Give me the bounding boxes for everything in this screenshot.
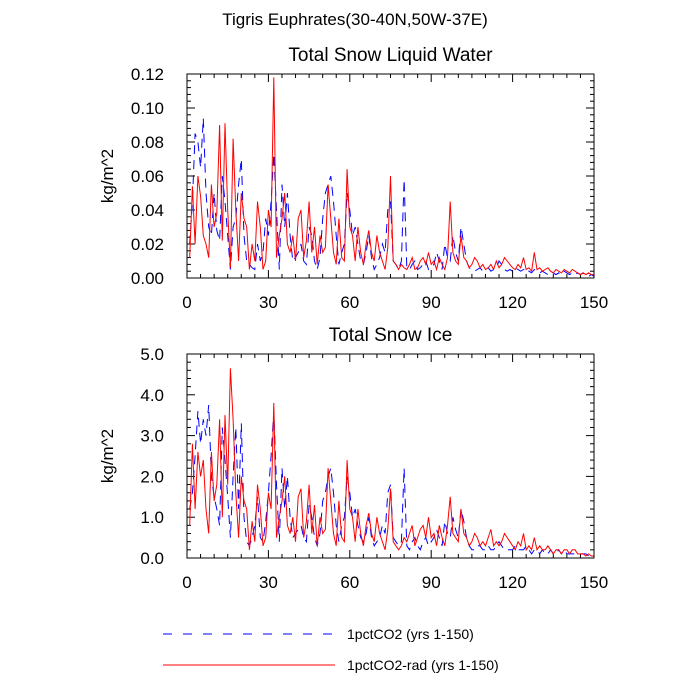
y-tick-label: 0.06: [131, 167, 164, 186]
y-tick-label: 4.0: [140, 386, 164, 405]
figure-title: Tigris Euphrates(30-40N,50W-37E): [222, 10, 488, 29]
legend: 1pctCO2 (yrs 1-150) 1pctCO2-rad (yrs 1-15…: [163, 626, 499, 673]
panel-title: Total Snow Ice: [329, 325, 453, 346]
plot-frame: [186, 73, 595, 279]
plot-frame: [186, 353, 595, 559]
legend-label-1pctco2: 1pctCO2 (yrs 1-150): [347, 626, 474, 642]
series-line-1pctco2: [189, 404, 595, 557]
legend-label-1pctco2-rad: 1pctCO2-rad (yrs 1-150): [347, 657, 499, 673]
y-tick-label: 0.04: [131, 201, 164, 220]
x-tick-label: 0: [182, 573, 191, 592]
y-tick-label: 0.00: [131, 269, 164, 288]
series-line-1pctco2: [189, 118, 595, 277]
y-axis-label: kg/m^2: [98, 429, 117, 483]
y-tick-label: 0.12: [131, 65, 164, 84]
panel-snow-liquid-water: Total Snow Liquid Water kg/m^2 0 30 60 90 120 1…: [98, 45, 608, 312]
x-tick-label: 0: [182, 293, 191, 312]
y-tick-label: 0.0: [140, 549, 164, 568]
panel-title: Total Snow Liquid Water: [288, 45, 493, 66]
x-tick-label: 30: [259, 293, 278, 312]
x-tick-label: 150: [580, 573, 608, 592]
x-tick-label: 90: [422, 293, 441, 312]
x-tick-label: 90: [422, 573, 441, 592]
x-tick-label: 150: [580, 293, 608, 312]
x-tick-label: 60: [340, 293, 359, 312]
y-tick-label: 0.10: [131, 99, 164, 118]
panel-snow-ice: Total Snow Ice kg/m^2 0 30 60 90 120 150 0.0 1.0 2…: [98, 325, 608, 592]
y-tick-label: 0.08: [131, 133, 164, 152]
y-axis-label: kg/m^2: [98, 149, 117, 203]
y-tick-label: 2.0: [140, 467, 164, 486]
y-tick-label: 3.0: [140, 427, 164, 446]
series-line-1pctco2-rad: [189, 77, 594, 276]
x-tick-label: 120: [498, 293, 526, 312]
y-tick-label: 5.0: [140, 345, 164, 364]
y-tick-label: 1.0: [140, 508, 164, 527]
x-tick-label: 30: [259, 573, 278, 592]
series-line-1pctco2-rad: [189, 368, 594, 557]
x-tick-label: 60: [340, 573, 359, 592]
y-tick-label: 0.02: [131, 235, 164, 254]
x-tick-label: 120: [498, 573, 526, 592]
